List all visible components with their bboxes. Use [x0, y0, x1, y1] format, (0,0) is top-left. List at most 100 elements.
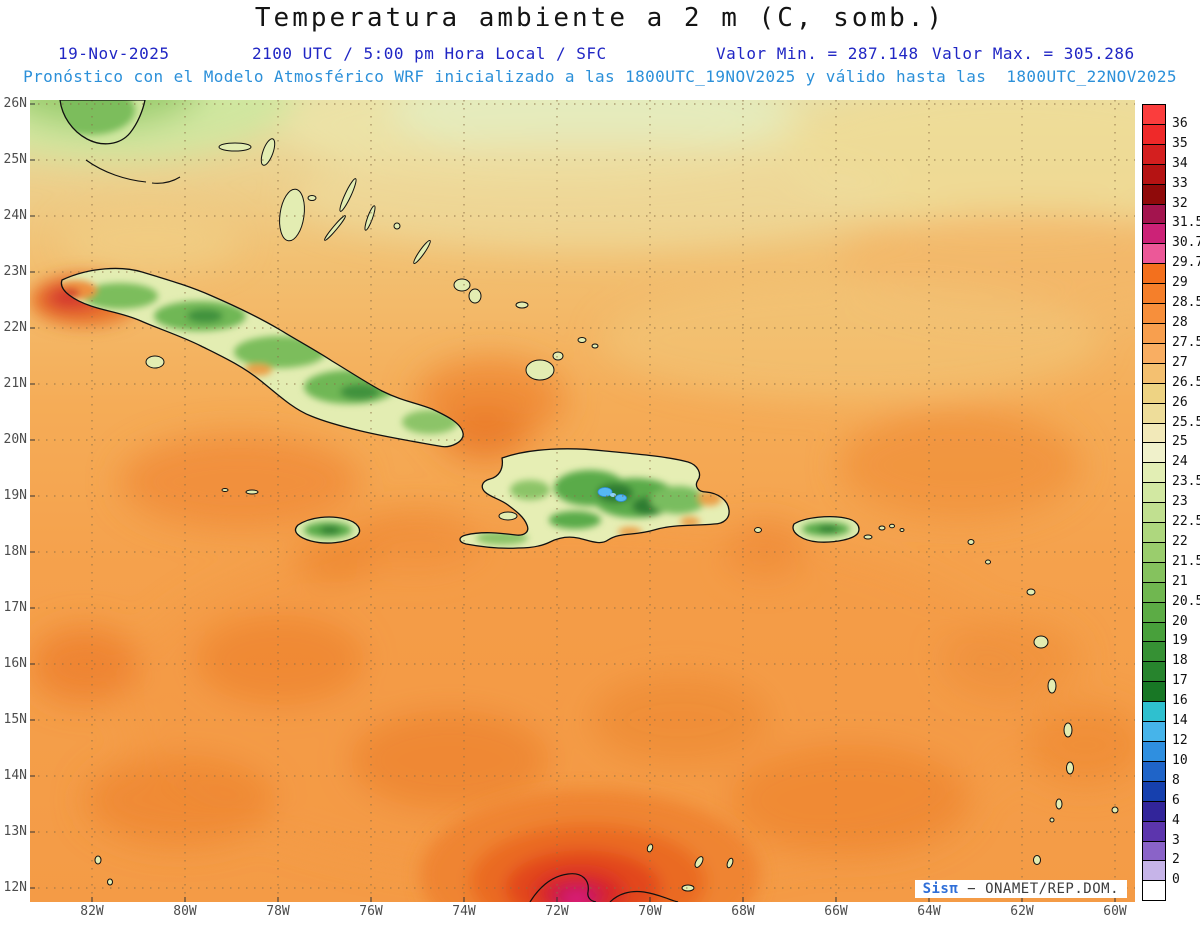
lat-tick-label: 18N [3, 544, 27, 559]
colorbar-cell: 27.5 [1143, 322, 1200, 350]
island-puerto-rico [793, 516, 859, 543]
lat-tick-label: 12N [3, 880, 27, 895]
colorbar-cell: 31.5 [1143, 203, 1200, 230]
colorbar-tick-label: 23.5 [1172, 474, 1200, 490]
lat-tick-label: 21N [3, 376, 27, 391]
colorbar-cell: 14 [1143, 701, 1188, 728]
lat-tick-label: 20N [3, 432, 27, 447]
lon-tick-label: 76W [359, 904, 383, 919]
lon-tick-label: 82W [80, 904, 104, 919]
sea-temperature-field [30, 100, 1135, 880]
colorbar-cell: 24 [1143, 442, 1188, 469]
colorbar-tick-label: 18 [1172, 653, 1188, 669]
colorbar-tick-label: 33 [1172, 175, 1188, 191]
colorbar-cell: 3 [1143, 820, 1180, 848]
colorbar-tick-label: 36 [1172, 115, 1188, 131]
colorbar-cell: 16 [1143, 681, 1188, 708]
colorbar-cell [1143, 880, 1165, 901]
watermark-source: − ONAMET/REP.DOM. [958, 881, 1119, 897]
small-islands [94, 138, 1119, 892]
longitude-axis: 82W 80W 78W 76W 74W 72W 70W 68W 66W 64W … [69, 904, 1138, 920]
colorbar-cell: 10 [1143, 741, 1188, 768]
coastlines [59, 100, 860, 902]
colorbar-tick-label: 28 [1172, 314, 1188, 330]
colorbar-tick-label: 25 [1172, 434, 1188, 450]
watermark: Sisπ − ONAMET/REP.DOM. [914, 880, 1127, 898]
lon-tick-label: 68W [731, 904, 755, 919]
colorbar-tick-label: 8 [1172, 772, 1180, 788]
venezuela-hot-spot [420, 790, 760, 902]
colorbar-tick-label: 35 [1172, 135, 1188, 151]
latitude-gridlines [30, 103, 1135, 889]
colorbar-cell: 6 [1143, 780, 1180, 808]
colorbar-tick-label: 14 [1172, 713, 1188, 729]
colorbar-cell: 36 [1143, 105, 1188, 131]
colorbar-cell: 30.7 [1143, 223, 1200, 250]
lat-tick-label: 22N [3, 320, 27, 335]
colorbar-cell: 28.5 [1143, 283, 1200, 310]
colorbar-cell: 0 [1143, 860, 1180, 887]
lat-tick-label: 19N [3, 488, 27, 503]
colorbar-tick-label: 20 [1172, 613, 1188, 629]
lat-tick-label: 25N [3, 152, 27, 167]
colorbar-cell: 32 [1143, 183, 1188, 211]
colorbar-cell: 25 [1143, 422, 1188, 449]
max-value-label: Valor Max. = 305.286 [932, 44, 1135, 63]
colorbar-cell: 18 [1143, 641, 1188, 668]
lat-tick-label: 23N [3, 264, 27, 279]
lat-tick-label: 14N [3, 768, 27, 783]
colorbar-tick-label: 30.7 [1172, 235, 1200, 251]
colorbar-tick-label: 12 [1172, 733, 1188, 748]
colorbar-tick-label: 16 [1172, 693, 1188, 709]
lon-tick-label: 74W [452, 904, 476, 919]
lon-tick-label: 60W [1103, 904, 1127, 919]
colorbar-tick-label: 4 [1172, 812, 1180, 828]
colorbar-tick-label: 34 [1172, 155, 1188, 171]
colorbar-tick-label: 21.5 [1172, 553, 1200, 569]
island-jamaica [295, 517, 360, 544]
colorbar-tick-label: 31.5 [1172, 215, 1200, 231]
colorbar-tick-label: 21 [1172, 573, 1188, 589]
lon-tick-label: 62W [1010, 904, 1034, 919]
colorbar-cell: 28 [1143, 303, 1188, 330]
forecast-date: 19-Nov-2025 [58, 44, 170, 63]
colorbar-tick-label: 19 [1172, 633, 1188, 649]
colorbar-cell: 29 [1143, 263, 1188, 290]
colorbar-cell: 23.5 [1143, 462, 1200, 489]
colorbar-cell: 35 [1143, 123, 1188, 151]
colorbar-cell: 21.5 [1143, 541, 1200, 569]
map-canvas [30, 100, 1135, 902]
forecast-time: 2100 UTC / 5:00 pm Hora Local / SFC [252, 44, 607, 63]
lon-tick-label: 66W [824, 904, 848, 919]
colorbar-cell: 26.5 [1143, 362, 1200, 390]
lat-tick-label: 16N [3, 656, 27, 671]
lat-tick-label: 17N [3, 600, 27, 615]
colorbar-tick-label: 29.7 [1172, 255, 1200, 271]
colorbar-cell: 4 [1143, 800, 1180, 828]
colorbar-cell: 20 [1143, 601, 1188, 629]
map-title: Temperatura ambiente a 2 m (C, somb.) [254, 3, 946, 33]
header-info-line: 19-Nov-2025 2100 UTC / 5:00 pm Hora Loca… [0, 44, 1200, 63]
map-area: Sisπ − ONAMET/REP.DOM. [30, 100, 1135, 902]
lon-tick-label: 80W [173, 904, 197, 919]
lat-tick-label: 24N [3, 208, 27, 223]
colorbar-cell: 33 [1143, 163, 1188, 191]
colorbar-tick-label: 26.5 [1172, 374, 1200, 390]
island-hispaniola [460, 448, 730, 549]
model-description: Pronóstico con el Modelo Atmosférico WRF… [23, 67, 1177, 86]
colorbar-tick-label: 23 [1172, 494, 1188, 510]
colorbar-tick-label: 20.5 [1172, 593, 1200, 609]
colorbar-tick-label: 28.5 [1172, 295, 1200, 311]
colorbar-tick-label: 17 [1172, 673, 1188, 689]
colorbar-tick-label: 24 [1172, 454, 1188, 470]
colorbar-cell: 21 [1143, 561, 1188, 589]
lon-tick-label: 78W [266, 904, 290, 919]
colorbar-tick-label: 22.5 [1172, 514, 1200, 530]
colorbar-tick-label: 3 [1172, 832, 1180, 848]
colorbar-tick-label: 2 [1172, 852, 1180, 868]
latitude-ticks [30, 103, 35, 889]
colorbar-cell: 12 [1143, 721, 1188, 748]
watermark-brand: Sisπ [922, 881, 959, 897]
lon-tick-label: 70W [638, 904, 662, 919]
